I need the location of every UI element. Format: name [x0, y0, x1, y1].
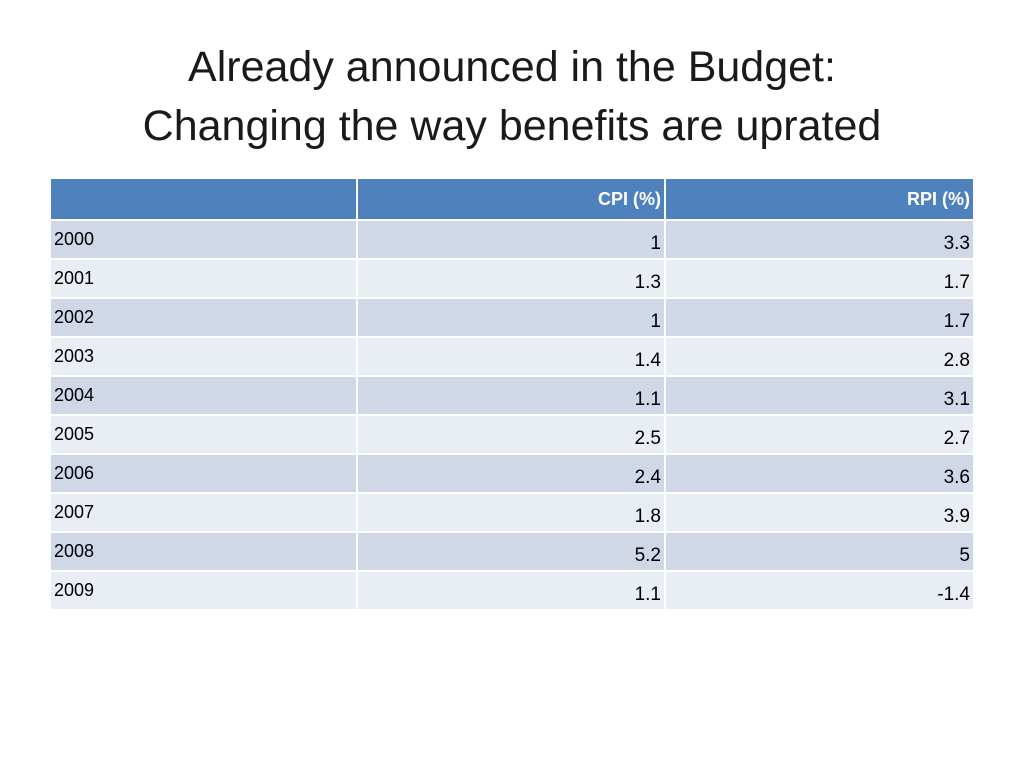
title-line-1: Already announced in the Budget: [188, 43, 836, 91]
rpi-cell: 3.1 [665, 376, 973, 416]
cpi-cell: 2.4 [357, 454, 666, 494]
table-row: 2002 1 1.7 [51, 298, 973, 338]
year-cell: 2004 [51, 376, 358, 416]
table-row: 2003 1.4 2.8 [51, 337, 973, 377]
year-cell: 2006 [51, 454, 358, 494]
table-row: 2008 5.2 5 [51, 532, 973, 572]
year-cell: 2007 [51, 493, 358, 533]
table-row: 2004 1.1 3.1 [51, 376, 973, 416]
table-row: 2005 2.5 2.7 [51, 415, 973, 455]
header-year [51, 179, 358, 221]
cpi-cell: 1.3 [357, 259, 666, 299]
rpi-cell: 3.6 [665, 454, 973, 494]
table-header: CPI (%) RPI (%) [51, 179, 973, 221]
rpi-cell: 1.7 [665, 298, 973, 338]
cpi-cell: 1.4 [357, 337, 666, 377]
year-cell: 2000 [51, 220, 358, 260]
header-row: CPI (%) RPI (%) [51, 179, 973, 221]
cpi-cell: 1 [357, 298, 666, 338]
slide-title: Already announced in the Budget: Changin… [0, 38, 1024, 156]
rpi-cell: 3.9 [665, 493, 973, 533]
year-cell: 2001 [51, 259, 358, 299]
rpi-cell: 3.3 [665, 220, 973, 260]
table-body: 2000 1 3.3 2001 1.3 1.7 2002 1 1.7 2003 … [51, 220, 973, 611]
inflation-table: CPI (%) RPI (%) 2000 1 3.3 2001 1.3 1.7 … [51, 179, 973, 611]
cpi-cell: 1.8 [357, 493, 666, 533]
rpi-cell: 5 [665, 532, 973, 572]
year-cell: 2005 [51, 415, 358, 455]
rpi-cell: 1.7 [665, 259, 973, 299]
table-row: 2009 1.1 -1.4 [51, 571, 973, 611]
cpi-cell: 1 [357, 220, 666, 260]
cpi-cell: 2.5 [357, 415, 666, 455]
title-line-2: Changing the way benefits are uprated [142, 102, 882, 150]
cpi-cell: 1.1 [357, 571, 666, 611]
rpi-cell: 2.7 [665, 415, 973, 455]
table-row: 2001 1.3 1.7 [51, 259, 973, 299]
year-cell: 2008 [51, 532, 358, 572]
header-rpi: RPI (%) [665, 179, 973, 221]
year-cell: 2003 [51, 337, 358, 377]
cpi-cell: 1.1 [357, 376, 666, 416]
rpi-cell: -1.4 [665, 571, 973, 611]
cpi-cell: 5.2 [357, 532, 666, 572]
year-cell: 2009 [51, 571, 358, 611]
table-row: 2007 1.8 3.9 [51, 493, 973, 533]
header-cpi: CPI (%) [357, 179, 666, 221]
table-row: 2000 1 3.3 [51, 220, 973, 260]
table-row: 2006 2.4 3.6 [51, 454, 973, 494]
rpi-cell: 2.8 [665, 337, 973, 377]
year-cell: 2002 [51, 298, 358, 338]
